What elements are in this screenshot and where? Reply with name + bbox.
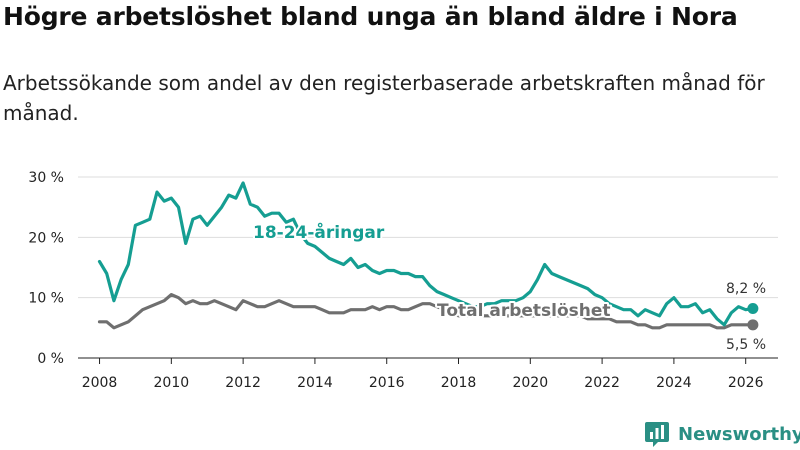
chart-title: Högre arbetslöshet bland unga än bland ä… (3, 2, 738, 31)
x-tick-label: 2022 (584, 375, 620, 391)
gridlines (78, 176, 778, 359)
y-tick-label: 10 % (28, 291, 64, 307)
end-point-youth (747, 303, 759, 315)
y-tick-label: 20 % (28, 230, 64, 246)
y-tick-label: 30 % (28, 170, 64, 186)
brand-logo: Newsworthy (644, 420, 800, 448)
series-labels: 18-24-åringar Total arbetslöshet 8,2 % 5,5 … (251, 219, 766, 353)
series-lines (97, 181, 759, 331)
series-label-total: Total arbetslöshet (437, 301, 611, 321)
x-tick-label: 2008 (82, 375, 118, 391)
x-tick-label: 2010 (154, 375, 190, 391)
x-tick-label: 2012 (225, 375, 261, 391)
series-label-youth: 18-24-åringar (253, 221, 385, 243)
axis: 0 % 10 % 20 % 30 % 2008 2010 2012 2014 2016 2018 2… (28, 170, 763, 391)
x-tick-label: 2026 (728, 375, 764, 391)
x-tick-label: 2020 (512, 375, 548, 391)
x-tick-label: 2014 (297, 375, 333, 391)
series-line-youth (97, 181, 755, 327)
brand-name: Newsworthy (678, 423, 800, 445)
x-tick-label: 2024 (656, 375, 692, 391)
newsworthy-logo-icon (645, 422, 669, 447)
x-tick-label: 2018 (441, 375, 477, 391)
y-tick-label: 0 % (37, 351, 64, 367)
chart-subtitle: Arbetssökande som andel av den registerb… (3, 71, 765, 125)
end-point-total (747, 319, 759, 331)
end-value-youth: 8,2 % (726, 281, 766, 297)
series-line-total (97, 293, 755, 330)
x-tick-label: 2016 (369, 375, 405, 391)
end-value-total: 5,5 % (726, 337, 766, 353)
